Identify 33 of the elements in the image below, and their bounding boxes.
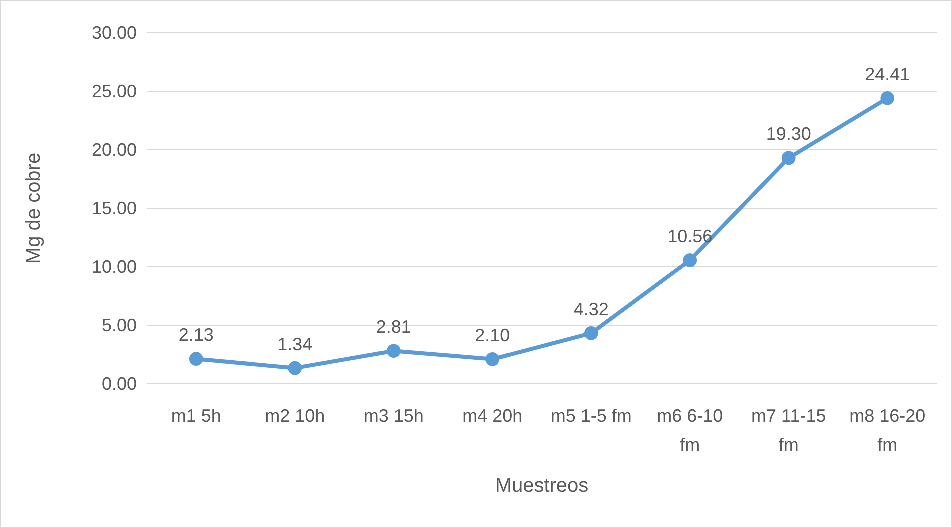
x-tick-label: m5 1-5 fm xyxy=(550,406,632,426)
x-axis-title: Muestreos xyxy=(495,475,589,497)
x-tick-label: m1 5h xyxy=(171,406,222,426)
x-tick-label: m7 11-15 fm xyxy=(752,406,826,455)
data-label: 1.34 xyxy=(278,334,313,354)
x-tick-label: m6 6-10 fm xyxy=(657,406,724,455)
y-tick-label: 30.00 xyxy=(92,22,137,43)
y-tick-label: 10.00 xyxy=(92,256,137,277)
y-tick-label: 5.00 xyxy=(102,315,137,336)
y-axis-title: Mg de cobre xyxy=(23,152,45,264)
data-label: 2.10 xyxy=(475,325,510,346)
x-tick-label: m8 16-20 fm xyxy=(850,406,926,455)
y-tick-label: 15.00 xyxy=(92,198,137,218)
point xyxy=(782,151,796,166)
point xyxy=(880,92,895,106)
x-tick-label: m2 10h xyxy=(265,406,326,426)
x-tick-label: m4 20h xyxy=(462,406,523,426)
point xyxy=(486,352,500,366)
data-label: 2.81 xyxy=(376,317,412,338)
point xyxy=(386,344,401,358)
data-label: 10.56 xyxy=(668,226,713,246)
data-label: 4.32 xyxy=(574,299,609,320)
point xyxy=(288,361,302,376)
data-label: 19.30 xyxy=(766,124,812,144)
data-label: 24.41 xyxy=(865,64,910,84)
point xyxy=(189,352,204,366)
data-label: 2.13 xyxy=(178,325,214,346)
point xyxy=(584,326,598,340)
point xyxy=(683,254,698,268)
y-tick-label: 20.00 xyxy=(92,140,137,160)
y-tick-label: 0.00 xyxy=(102,374,137,394)
x-tick-label: m3 15h xyxy=(364,406,424,426)
y-tick-label: 25.00 xyxy=(92,81,137,102)
